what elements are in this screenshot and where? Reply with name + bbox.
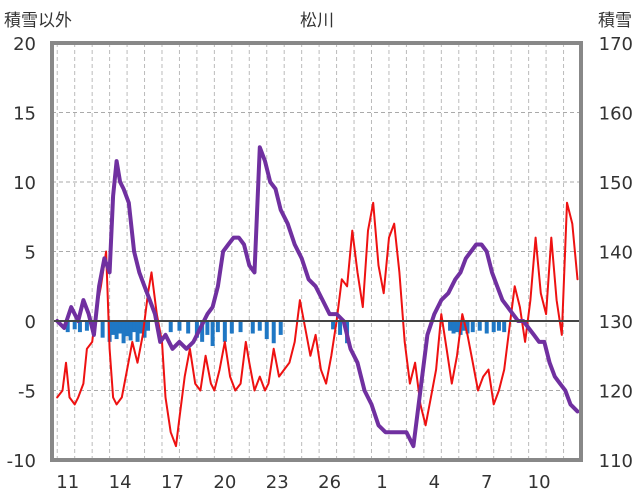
x-tick-label: 11 <box>56 472 79 493</box>
bar <box>257 321 262 331</box>
bar <box>238 321 243 333</box>
bar <box>177 321 182 331</box>
y-left-tick-label: -5 <box>18 382 36 403</box>
x-axis: 11 14 17 20 23 26 1 4 7 10 <box>56 472 550 493</box>
bar <box>146 321 151 331</box>
gridlines <box>52 43 581 460</box>
y-right-tick-label: 110 <box>599 451 633 472</box>
y-right-tick-label: 130 <box>599 312 633 333</box>
bar <box>194 321 199 338</box>
x-tick-label: 17 <box>161 472 184 493</box>
y-left-tick-label: -10 <box>7 451 36 472</box>
bar <box>491 321 496 333</box>
bar <box>125 321 130 337</box>
bar <box>205 321 210 335</box>
bar <box>215 321 220 333</box>
y-left-tick-label: 15 <box>13 104 36 125</box>
bar <box>502 321 507 333</box>
y-right-tick-label: 170 <box>599 34 633 55</box>
left-axis-title: 積雪以外 <box>4 11 72 31</box>
bar <box>121 321 126 344</box>
x-tick-label: 14 <box>109 472 132 493</box>
bar <box>451 321 456 334</box>
x-tick-label: 1 <box>376 472 387 493</box>
y-right-tick-label: 120 <box>599 382 633 403</box>
y-right-tick-label: 140 <box>599 243 633 264</box>
x-tick-label: 23 <box>266 472 289 493</box>
plot-frame <box>50 41 583 462</box>
bar <box>470 321 475 333</box>
bar <box>77 321 82 333</box>
x-tick-label: 7 <box>481 472 492 493</box>
bar <box>72 321 77 330</box>
right-y-axis: 170 160 150 140 130 120 110 <box>599 34 633 472</box>
y-left-tick-label: 0 <box>25 312 36 333</box>
bar <box>139 321 144 334</box>
bar <box>111 321 116 335</box>
snow-depth-line <box>55 145 580 449</box>
x-tick-label: 20 <box>213 472 236 493</box>
bar <box>462 321 467 331</box>
bar <box>168 321 173 333</box>
bar <box>271 321 276 344</box>
bar <box>142 321 147 338</box>
y-right-tick-label: 150 <box>599 173 633 194</box>
bar <box>455 321 460 333</box>
chart-title: 松川 <box>300 11 334 31</box>
x-tick-label: 4 <box>429 472 440 493</box>
bar <box>210 321 215 347</box>
bar <box>84 321 89 331</box>
bar <box>465 321 470 334</box>
bar <box>496 321 501 331</box>
y-left-tick-label: 20 <box>13 34 36 55</box>
bar <box>65 321 70 333</box>
bar <box>278 321 283 335</box>
left-y-axis: 20 15 10 5 0 -5 -10 <box>7 34 36 472</box>
bar <box>100 321 105 338</box>
line-series <box>55 145 580 449</box>
y-right-tick-label: 160 <box>599 104 633 125</box>
bar <box>331 321 336 330</box>
bar <box>264 321 269 340</box>
bar <box>222 321 227 342</box>
bar <box>484 321 489 334</box>
bar <box>135 321 140 342</box>
bar <box>114 321 119 340</box>
x-tick-label: 26 <box>318 472 341 493</box>
y-left-tick-label: 10 <box>13 173 36 194</box>
bar <box>250 321 255 334</box>
bar <box>338 321 343 335</box>
bar <box>132 321 137 333</box>
bar <box>448 321 453 331</box>
right-axis-title: 積雪 <box>598 11 632 31</box>
bar <box>229 321 234 334</box>
bar <box>118 321 123 334</box>
bar <box>477 321 482 331</box>
bar <box>200 321 205 342</box>
other-value-line <box>56 201 579 448</box>
bar <box>128 321 133 341</box>
y-left-tick-label: 5 <box>25 243 36 264</box>
bar <box>186 321 191 334</box>
x-tick-label: 10 <box>528 472 551 493</box>
